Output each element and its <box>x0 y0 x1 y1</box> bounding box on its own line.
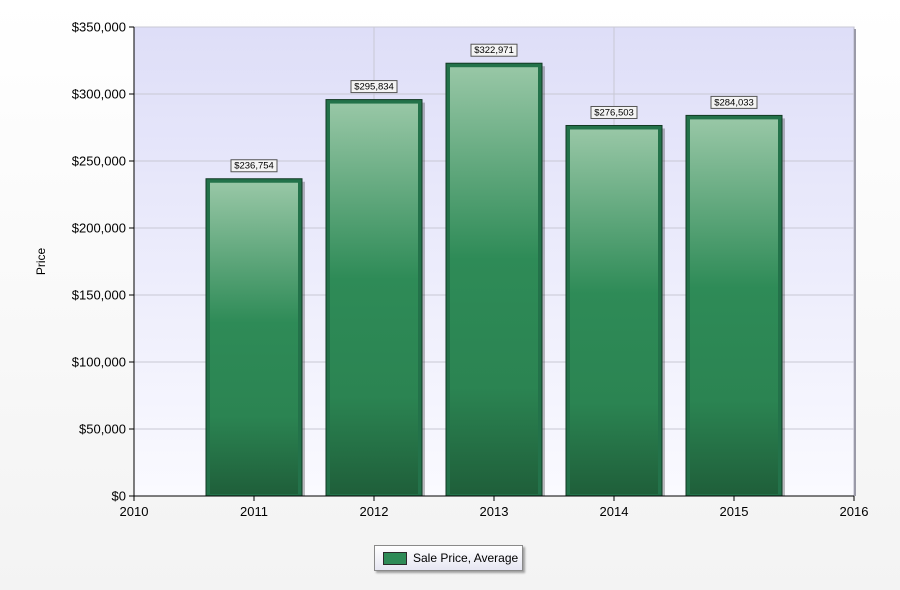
data-label-text: $284,033 <box>714 97 754 108</box>
bar-2015 <box>685 114 785 497</box>
y-tick-label: $0 <box>112 489 126 504</box>
data-label-box <box>470 43 518 57</box>
y-tick-label: $100,000 <box>72 355 126 370</box>
bar-fill <box>570 129 658 495</box>
y-tick-label: $350,000 <box>72 20 126 35</box>
x-tick-label: 2012 <box>360 504 389 519</box>
bar-fill <box>690 119 778 494</box>
y-tick-label: $50,000 <box>79 422 126 437</box>
data-label-text: $322,971 <box>474 45 514 56</box>
data-label-text: $276,503 <box>594 107 634 118</box>
y-tick-label: $300,000 <box>72 87 126 102</box>
bar-2012 <box>325 99 425 497</box>
data-label: $236,754 <box>230 159 278 173</box>
bars <box>205 62 785 497</box>
x-tick-label: 2010 <box>120 504 149 519</box>
y-axis-title: Price <box>34 248 48 276</box>
legend: Sale Price, Average <box>374 545 523 571</box>
legend-swatch <box>383 551 407 565</box>
data-label-text: $236,754 <box>234 161 274 172</box>
data-label: $295,834 <box>350 80 398 94</box>
data-label-text: $295,834 <box>354 82 394 93</box>
y-tick-label: $200,000 <box>72 221 126 236</box>
bar-2011 <box>205 178 305 497</box>
x-tick-label: 2013 <box>480 504 509 519</box>
y-tick-label: $250,000 <box>72 154 126 169</box>
x-tick-label: 2015 <box>720 504 749 519</box>
axes: $0 $50,000 $100,000 $150,000 $200,000 $250,00… <box>72 20 869 520</box>
data-label: $322,971 <box>470 43 518 57</box>
data-label: $276,503 <box>590 105 638 119</box>
data-label: $284,033 <box>710 95 758 109</box>
legend-label: Sale Price, Average <box>413 551 519 565</box>
bar-2013 <box>445 62 545 497</box>
x-tick-label: 2016 <box>840 504 869 519</box>
data-label-box <box>710 95 758 109</box>
y-tick-label: $150,000 <box>72 288 126 303</box>
x-tick-label: 2011 <box>240 504 268 519</box>
data-label-box <box>590 105 638 119</box>
bar-2014 <box>565 124 665 497</box>
data-label-box <box>350 80 398 94</box>
bar-fill <box>450 67 538 494</box>
data-label-box <box>230 159 278 173</box>
data-labels: $236,754 $295,834 $322,971 $276,503 $284,033 <box>230 43 758 173</box>
x-tick-label: 2014 <box>600 504 629 519</box>
bar-fill <box>330 103 418 494</box>
bar-fill <box>210 182 298 494</box>
